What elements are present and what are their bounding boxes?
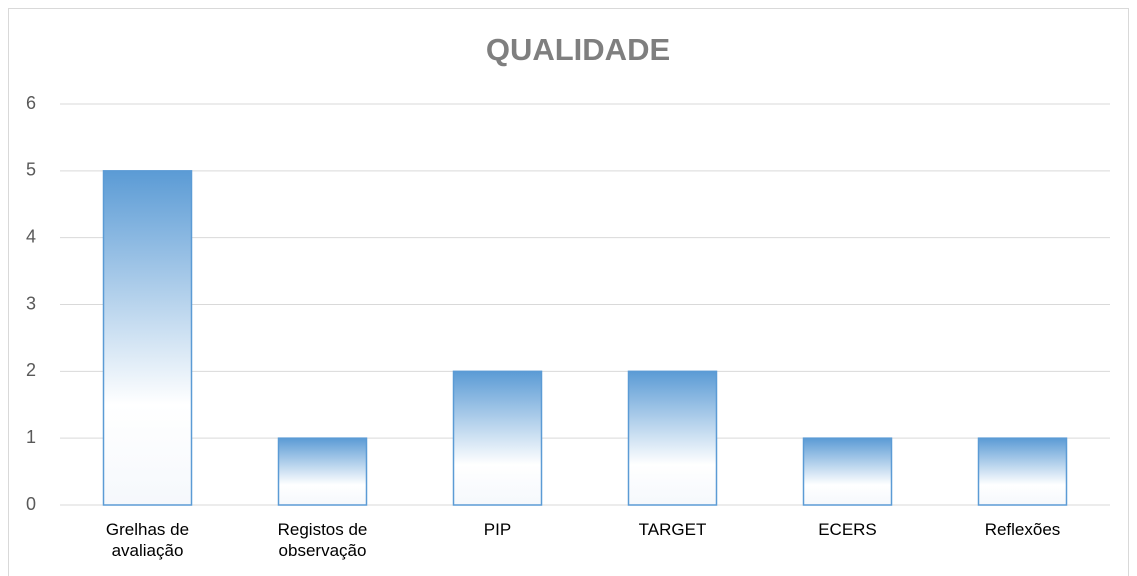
y-tick-label: 3 xyxy=(26,293,36,313)
y-tick-label: 5 xyxy=(26,160,36,180)
chart-border xyxy=(8,8,1129,576)
bar xyxy=(452,370,543,506)
bar xyxy=(277,437,368,506)
y-tick-label: 6 xyxy=(26,93,36,113)
bar xyxy=(977,437,1068,506)
y-tick-label: 4 xyxy=(26,226,36,246)
y-tick-label: 1 xyxy=(26,427,36,447)
x-tick-label: TARGET xyxy=(638,520,707,539)
x-tick-label: PIP xyxy=(483,520,512,539)
bar xyxy=(102,170,193,506)
y-tick-label: 2 xyxy=(26,360,36,380)
x-tick-label: ECERS xyxy=(818,520,877,539)
y-tick-label: 0 xyxy=(26,494,36,514)
bar xyxy=(802,437,893,506)
chart-title: QUALIDADE xyxy=(486,32,670,67)
x-tick-label: Grelhas de avaliação xyxy=(105,520,190,560)
bar xyxy=(627,370,718,506)
x-tick-label: Reflexões xyxy=(984,520,1061,539)
x-tick-label: Registos de observação xyxy=(277,520,368,560)
